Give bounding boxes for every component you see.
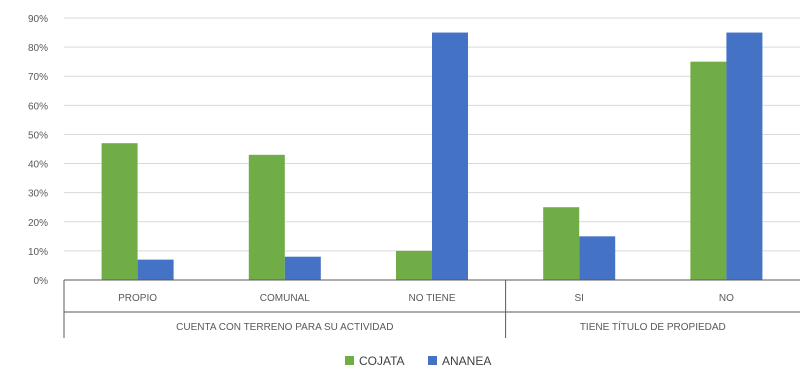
legend-swatch-cojata bbox=[345, 356, 354, 365]
y-tick-label: 90% bbox=[28, 14, 48, 25]
bar-ananea-1 bbox=[284, 256, 321, 280]
x-category-label: SI bbox=[574, 293, 583, 304]
x-axis bbox=[63, 279, 800, 338]
y-tick-label: 10% bbox=[28, 247, 48, 258]
x-axis-category-labels: PROPIO COMUNAL NO TIENE SI NO CUENTA CON TERR… bbox=[118, 293, 734, 333]
bar-ananea-2 bbox=[432, 32, 468, 280]
y-axis-tick-labels: 0% 10% 20% 30% 40% 50% 60% 70% 80% 90% bbox=[28, 14, 48, 287]
bar-cojata-3 bbox=[543, 207, 580, 280]
x-category-label: COMUNAL bbox=[260, 293, 310, 304]
bar-ananea-3 bbox=[579, 236, 616, 280]
legend-swatch-ananea bbox=[428, 356, 437, 365]
x-group-label: CUENTA CON TERRENO PARA SU ACTIVIDAD bbox=[176, 322, 393, 333]
y-tick-label: 50% bbox=[28, 130, 48, 141]
bars bbox=[101, 32, 763, 280]
x-category-label: PROPIO bbox=[118, 293, 157, 304]
y-tick-label: 80% bbox=[28, 43, 48, 54]
y-tick-label: 60% bbox=[28, 101, 48, 112]
y-tick-label: 40% bbox=[28, 160, 48, 171]
y-tick-label: 70% bbox=[28, 72, 48, 83]
x-group-label: TIENE TÍTULO DE PROPIEDAD bbox=[580, 320, 726, 333]
x-category-label: NO TIENE bbox=[408, 293, 455, 304]
y-tick-label: 20% bbox=[28, 218, 48, 229]
bar-ananea-4 bbox=[726, 32, 763, 280]
bar-cojata-2 bbox=[396, 250, 432, 280]
y-tick-label: 30% bbox=[28, 189, 48, 200]
bar-ananea-0 bbox=[137, 259, 174, 280]
x-category-label: NO bbox=[719, 293, 734, 304]
bar-cojata-0 bbox=[101, 143, 138, 280]
bar-cojata-4 bbox=[690, 61, 727, 280]
y-tick-label: 0% bbox=[34, 276, 49, 287]
legend-label-cojata: COJATA bbox=[359, 354, 405, 368]
legend-label-ananea: ANANEA bbox=[442, 354, 491, 368]
legend: COJATA ANANEA bbox=[345, 354, 491, 368]
bar-cojata-1 bbox=[248, 154, 285, 280]
